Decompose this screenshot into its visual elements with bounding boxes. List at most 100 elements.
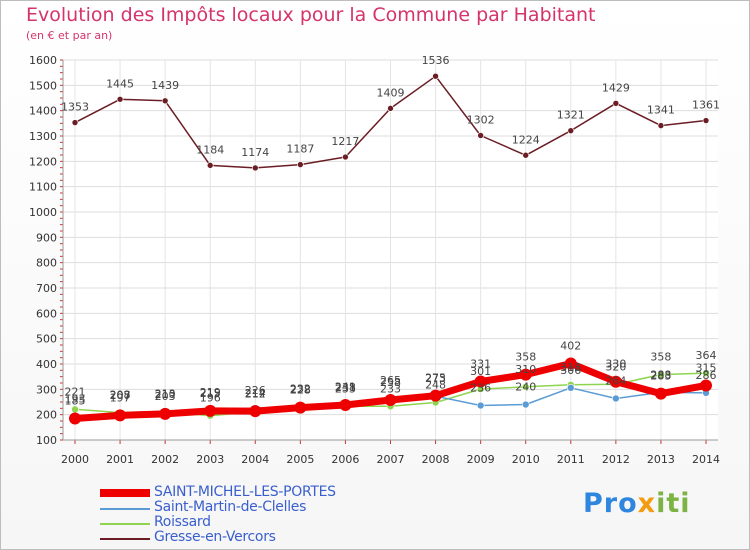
data-label: 1361 [692, 99, 720, 112]
data-label: 226 [245, 384, 266, 397]
data-label: 1353 [61, 101, 89, 114]
data-point [429, 389, 442, 402]
data-label: 240 [515, 381, 536, 394]
x-tick-label: 2013 [647, 453, 675, 466]
brand-part-3: iti [656, 488, 691, 519]
data-point [159, 407, 172, 420]
chart-subtitle: (en € et par an) [26, 29, 113, 42]
y-tick-label: 1200 [29, 155, 57, 168]
legend: SAINT-MICHEL-LES-PORTES Saint-Martin-de-… [100, 484, 400, 546]
data-point [612, 100, 620, 107]
data-label: 233 [380, 382, 401, 395]
data-point [654, 387, 667, 400]
data-label: 1184 [196, 143, 224, 156]
data-point [116, 95, 124, 103]
x-tick-label: 2003 [196, 453, 224, 466]
data-labels-layer: 1353 1445 1439 1184 1174 1187 1217 1409 1536 1302… [61, 54, 720, 407]
data-label: 358 [515, 351, 536, 364]
legend-swatch-roissard [100, 523, 150, 525]
data-label: 232 [290, 383, 311, 396]
data-label: 364 [696, 349, 717, 362]
data-label: 288 [650, 368, 671, 381]
data-point [522, 151, 530, 159]
data-label: 207 [110, 389, 131, 402]
x-tick-label: 2012 [602, 453, 630, 466]
data-label: 236 [470, 382, 491, 395]
data-point [206, 162, 214, 169]
y-tick-label: 1300 [29, 130, 57, 143]
data-point [384, 393, 397, 406]
legend-item-roissard: Roissard [100, 514, 400, 531]
data-label: 330 [605, 358, 626, 371]
data-label: 1187 [286, 143, 314, 156]
data-label: 228 [290, 384, 311, 397]
data-point [700, 379, 712, 392]
data-label: 286 [696, 369, 717, 382]
data-label: 196 [200, 392, 221, 405]
data-point [114, 409, 127, 422]
data-label: 1445 [106, 77, 134, 90]
data-label: 1409 [377, 86, 405, 99]
x-tick-label: 2007 [377, 453, 405, 466]
legend-label-roissard: Roissard [154, 514, 211, 530]
data-label: 315 [696, 362, 717, 375]
data-point [432, 72, 439, 80]
proxiti-logo: Proxiti [583, 488, 691, 519]
legend-item-gresse: Gresse-en-Vercors [100, 529, 400, 546]
data-label: 1341 [647, 104, 675, 117]
x-tick-label: 2000 [61, 453, 89, 466]
y-tick-label: 800 [36, 257, 57, 270]
series-layer [69, 72, 712, 425]
data-label: 283 [650, 370, 671, 383]
data-label: 248 [425, 379, 446, 392]
data-label: 306 [560, 364, 581, 377]
data-label: 275 [425, 372, 446, 385]
y-tick-label: 100 [36, 434, 57, 447]
data-label: 213 [155, 387, 176, 400]
data-point [521, 400, 530, 409]
data-point [519, 368, 532, 381]
data-point [339, 399, 352, 412]
brand-part-1: Pro [583, 488, 638, 519]
data-label: 193 [65, 392, 86, 405]
data-label: 221 [65, 385, 86, 398]
data-label: 214 [245, 387, 266, 400]
data-label: 301 [470, 365, 491, 378]
data-label: 320 [605, 360, 626, 373]
x-tick-label: 2010 [512, 453, 540, 466]
data-point [69, 412, 81, 425]
y-tick-label: 500 [36, 333, 57, 346]
data-label: 331 [470, 357, 491, 370]
data-label: 273 [425, 372, 446, 385]
data-label: 203 [155, 390, 176, 403]
data-point [612, 394, 620, 403]
data-label: 1536 [422, 54, 450, 67]
data-label: 1224 [512, 133, 540, 146]
y-tick-label: 1600 [29, 54, 57, 67]
chart-title: Evolution des Impôts locaux pour la Comm… [26, 4, 596, 26]
y-tick-label: 700 [36, 282, 57, 295]
x-tick-label: 2005 [286, 453, 314, 466]
data-label: 215 [200, 387, 221, 400]
data-point [657, 122, 665, 129]
data-point [657, 370, 665, 379]
data-label: 1321 [557, 109, 585, 122]
data-label: 402 [560, 339, 581, 352]
y-tick-label: 1400 [29, 105, 57, 118]
y-tick-label: 1100 [29, 181, 57, 194]
axes-layer: 100 200 300 400 500 600 700 800 900 1000 1100 1200 1… [29, 54, 720, 466]
y-tick-label: 600 [36, 307, 57, 320]
data-point [297, 161, 304, 168]
x-tick-label: 2011 [557, 453, 585, 466]
data-point [564, 357, 577, 370]
y-tick-label: 200 [36, 409, 57, 422]
data-label: 318 [560, 361, 581, 374]
y-tick-label: 400 [36, 358, 57, 371]
data-label: 258 [380, 376, 401, 389]
legend-swatch-gresse [100, 538, 150, 540]
data-point [387, 105, 394, 112]
data-label: 208 [110, 389, 131, 402]
legend-swatch-saint-michel [100, 489, 150, 497]
data-point [71, 119, 79, 126]
